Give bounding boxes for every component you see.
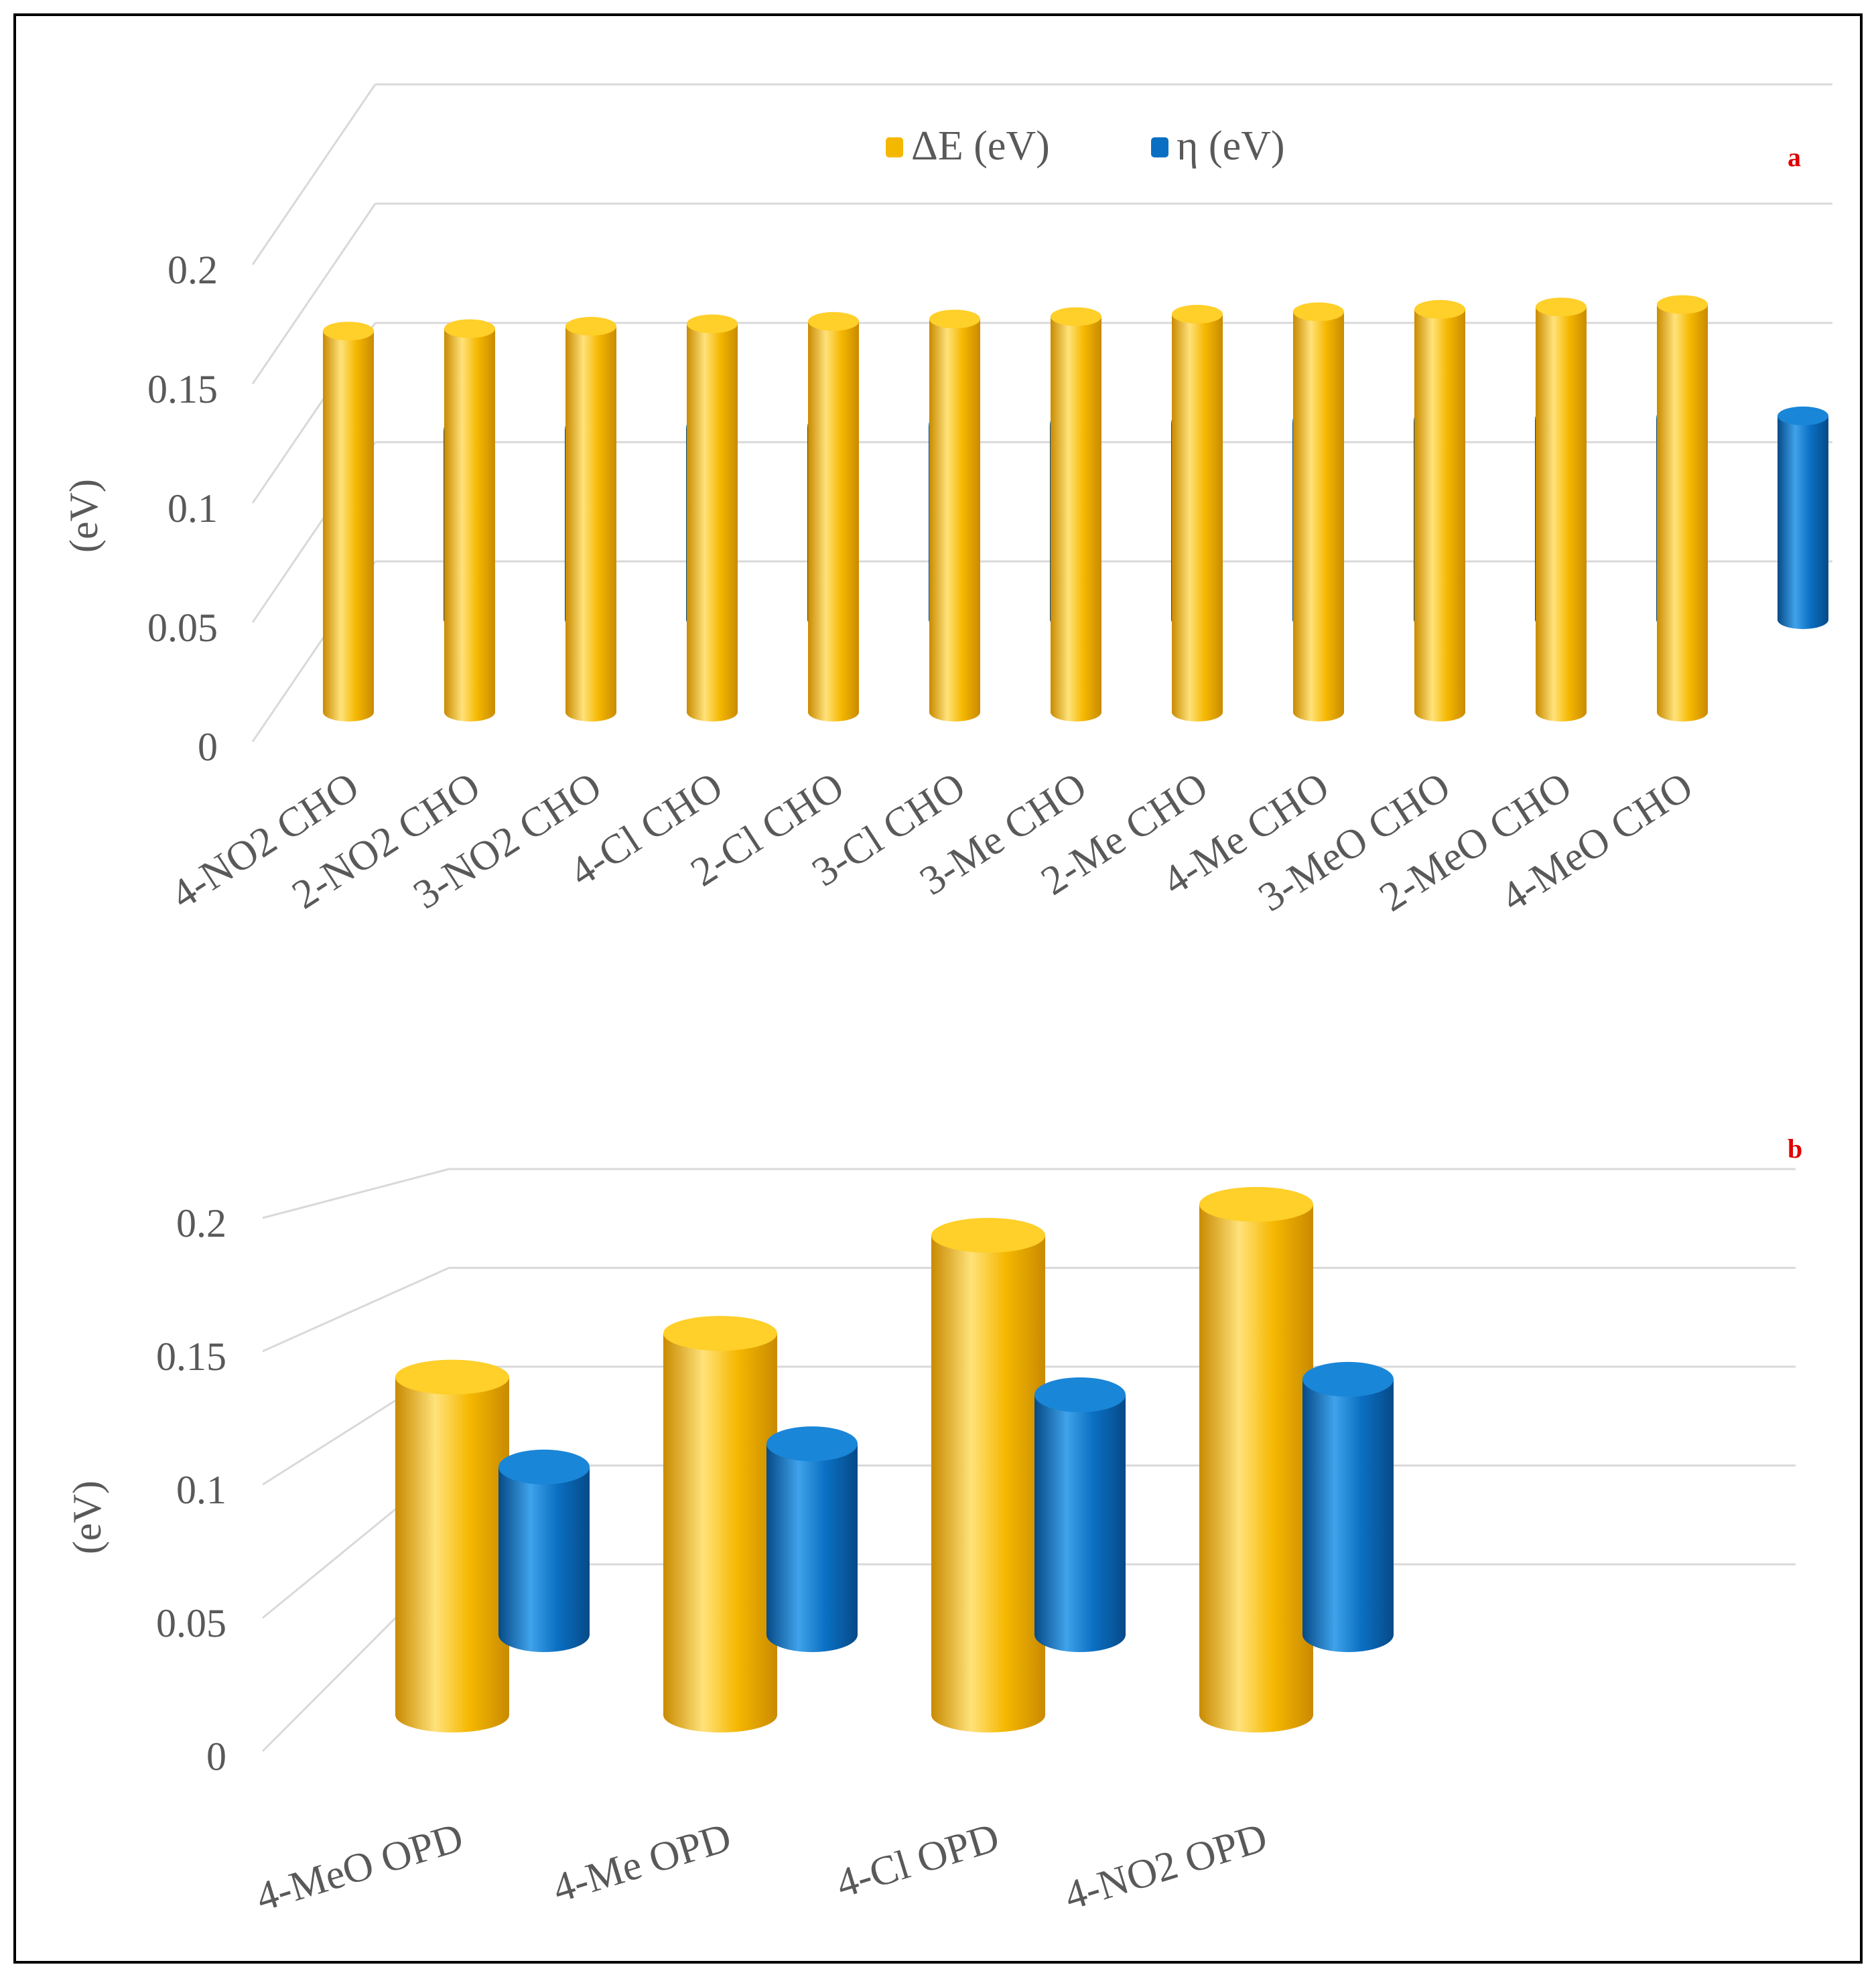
bars-b xyxy=(395,1186,1394,1732)
bar-top xyxy=(1414,299,1465,319)
bar-top xyxy=(808,312,859,331)
bar-top xyxy=(1536,297,1587,317)
bar-body xyxy=(1034,1394,1126,1652)
bar-eta xyxy=(498,1449,590,1652)
bar-top xyxy=(766,1426,858,1462)
gridline-diagonal xyxy=(262,1168,450,1219)
bar-top xyxy=(1302,1361,1394,1397)
bar-top xyxy=(1034,1377,1126,1412)
y-axis-title-b: (eV) xyxy=(65,1481,109,1554)
bar-delta-e xyxy=(687,314,738,722)
bar-delta-e xyxy=(1536,297,1587,722)
y-tick-label: 0.05 xyxy=(147,606,218,650)
bar-body xyxy=(323,331,374,722)
bar-body xyxy=(808,321,859,722)
bar-body xyxy=(395,1377,509,1732)
legend-label-eta: η (eV) xyxy=(1177,123,1285,169)
bar-eta xyxy=(1302,1361,1394,1652)
bar-top xyxy=(323,322,374,341)
panel-label-b: b xyxy=(1788,1134,1802,1164)
bar-top xyxy=(498,1449,590,1485)
bar-top xyxy=(1293,302,1344,322)
bar-delta-e xyxy=(663,1316,777,1732)
y-axis-title-a: (eV) xyxy=(62,479,106,553)
bar-delta-e xyxy=(808,312,859,722)
bar-top xyxy=(663,1316,777,1351)
bar-top xyxy=(1778,406,1828,425)
y-tick-label: 0.15 xyxy=(147,367,218,411)
gridline-diagonal xyxy=(251,203,377,385)
bar-top xyxy=(1051,307,1101,326)
bar-delta-e xyxy=(1051,307,1101,722)
bar-top xyxy=(444,319,495,338)
bar-delta-e xyxy=(1657,295,1708,722)
bar-eta xyxy=(1778,406,1828,629)
y-tick-label: 0.2 xyxy=(176,1201,226,1245)
y-tick-label: 0.15 xyxy=(156,1335,226,1379)
y-tick-label: 0 xyxy=(206,1734,226,1779)
gridline-diagonal xyxy=(262,1267,450,1353)
bar-delta-e xyxy=(1414,299,1465,722)
y-tick-label: 0.1 xyxy=(176,1468,226,1512)
bar-eta xyxy=(766,1426,858,1652)
bar-delta-e xyxy=(929,310,980,722)
bar-body xyxy=(1536,307,1587,722)
bar-delta-e xyxy=(323,322,374,722)
bar-top xyxy=(1657,295,1708,314)
bar-delta-e xyxy=(1293,302,1344,722)
bar-top xyxy=(395,1359,509,1395)
bar-body xyxy=(931,1235,1045,1732)
bar-delta-e xyxy=(444,319,495,722)
legend-item-eta: η (eV) xyxy=(1151,123,1285,169)
bar-delta-e xyxy=(1172,305,1223,722)
bar-body xyxy=(929,319,980,722)
bars-a xyxy=(323,295,1828,722)
bar-body xyxy=(663,1333,777,1732)
bar-eta xyxy=(1034,1377,1126,1652)
bar-top xyxy=(929,310,980,329)
bar-body xyxy=(1199,1204,1313,1732)
y-tick-label: 0.1 xyxy=(168,486,218,531)
legend-swatch-delta-e xyxy=(886,137,903,157)
legend-label-delta-e: ΔE (eV) xyxy=(911,123,1050,169)
bar-delta-e xyxy=(1199,1186,1313,1732)
bar-top xyxy=(931,1217,1045,1253)
bar-body xyxy=(687,324,738,722)
bar-delta-e xyxy=(931,1217,1045,1732)
bar-top xyxy=(1172,305,1223,324)
bar-top xyxy=(565,317,616,336)
bar-body xyxy=(1657,304,1708,722)
y-tick-labels-b: 0 0.05 0.1 0.15 0.2 xyxy=(156,1201,226,1779)
bar-body xyxy=(766,1444,858,1652)
bar-top xyxy=(1199,1186,1313,1222)
bar-body xyxy=(444,328,495,722)
y-tick-label: 0.05 xyxy=(156,1601,226,1645)
gridline-diagonal xyxy=(251,84,377,265)
bar-top xyxy=(687,314,738,334)
legend-item-delta-e: ΔE (eV) xyxy=(886,123,1050,169)
bar-body xyxy=(565,326,616,722)
bar-body xyxy=(498,1467,590,1652)
gridlines-a xyxy=(251,83,1832,742)
legend: ΔE (eV) η (eV) xyxy=(886,123,1285,169)
bar-body xyxy=(1414,309,1465,722)
y-tick-labels-a: 0 0.05 0.1 0.15 0.2 xyxy=(147,248,218,769)
bar-body xyxy=(1172,314,1223,722)
y-tick-label: 0.2 xyxy=(168,248,218,292)
bar-delta-e xyxy=(565,317,616,722)
bar-delta-e xyxy=(395,1359,509,1732)
legend-swatch-eta xyxy=(1151,137,1168,157)
bar-body xyxy=(1778,415,1828,629)
panel-label-a: a xyxy=(1788,142,1801,172)
bar-body xyxy=(1051,316,1101,722)
y-tick-label: 0 xyxy=(198,725,218,769)
bar-body xyxy=(1302,1379,1394,1652)
bar-body xyxy=(1293,312,1344,722)
